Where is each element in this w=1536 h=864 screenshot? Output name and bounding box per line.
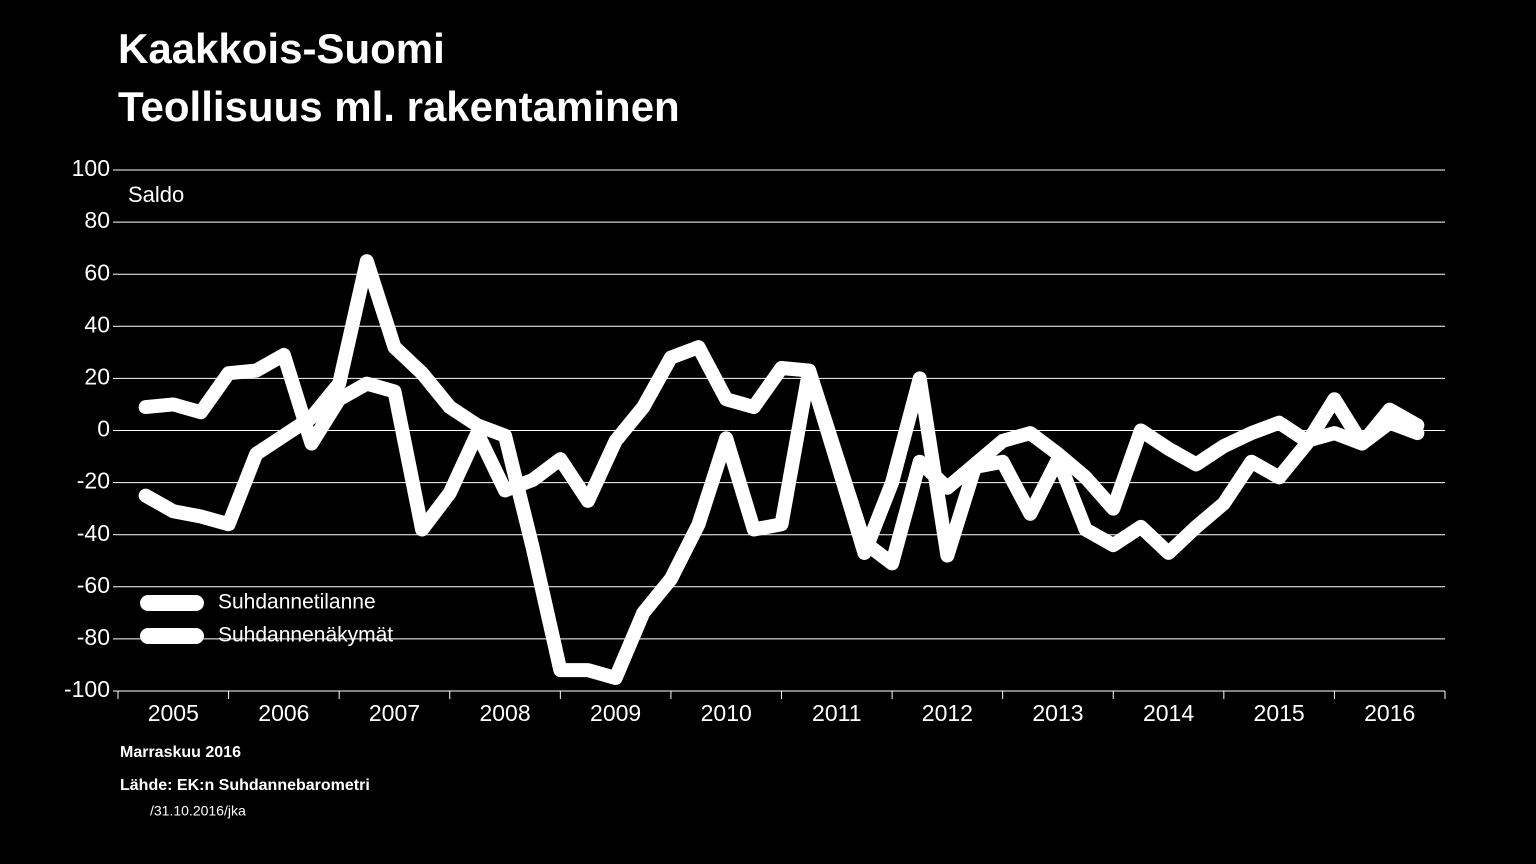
x-tick-label: 2012	[922, 700, 973, 726]
x-tick-label: 2014	[1143, 700, 1194, 726]
x-tick-label: 2009	[590, 700, 641, 726]
data-line	[138, 254, 1425, 685]
y-tick-label: -60	[77, 572, 110, 598]
note: Marraskuu 2016	[120, 744, 241, 761]
y-tick-label: 0	[97, 416, 110, 442]
y-tick-label: 60	[84, 259, 110, 285]
y-tick-label: -20	[77, 468, 110, 494]
x-tick-label: 2013	[1032, 700, 1083, 726]
chart-title: Kaakkois-Suomi	[118, 25, 445, 72]
chart-subtitle: Teollisuus ml. rakentaminen	[118, 83, 680, 130]
y-tick-label: 100	[72, 155, 110, 181]
x-tick-label: 2005	[148, 700, 199, 726]
x-tick-label: 2008	[479, 700, 530, 726]
y-axis-label: Saldo	[128, 182, 184, 207]
legend-label: Suhdannenäkymät	[218, 624, 393, 647]
x-tick-label: 2011	[812, 700, 861, 726]
legend-label: Suhdannetilanne	[218, 591, 376, 614]
x-tick-label: 2010	[701, 700, 752, 726]
y-tick-label: 80	[84, 207, 110, 233]
data-line	[138, 340, 1425, 563]
y-tick-label: -100	[64, 676, 110, 702]
x-tick-label: 2007	[369, 700, 420, 726]
x-tick-label: 2006	[258, 700, 309, 726]
note: /31.10.2016/jka	[150, 803, 246, 819]
x-tick-label: 2016	[1364, 700, 1415, 726]
x-tick-label: 2015	[1254, 700, 1305, 726]
note: Lähde: EK:n Suhdannebarometri	[120, 777, 370, 794]
y-tick-label: -40	[77, 520, 110, 546]
y-tick-label: 20	[84, 363, 110, 389]
y-tick-label: -80	[77, 624, 110, 650]
y-tick-label: 40	[84, 311, 110, 337]
